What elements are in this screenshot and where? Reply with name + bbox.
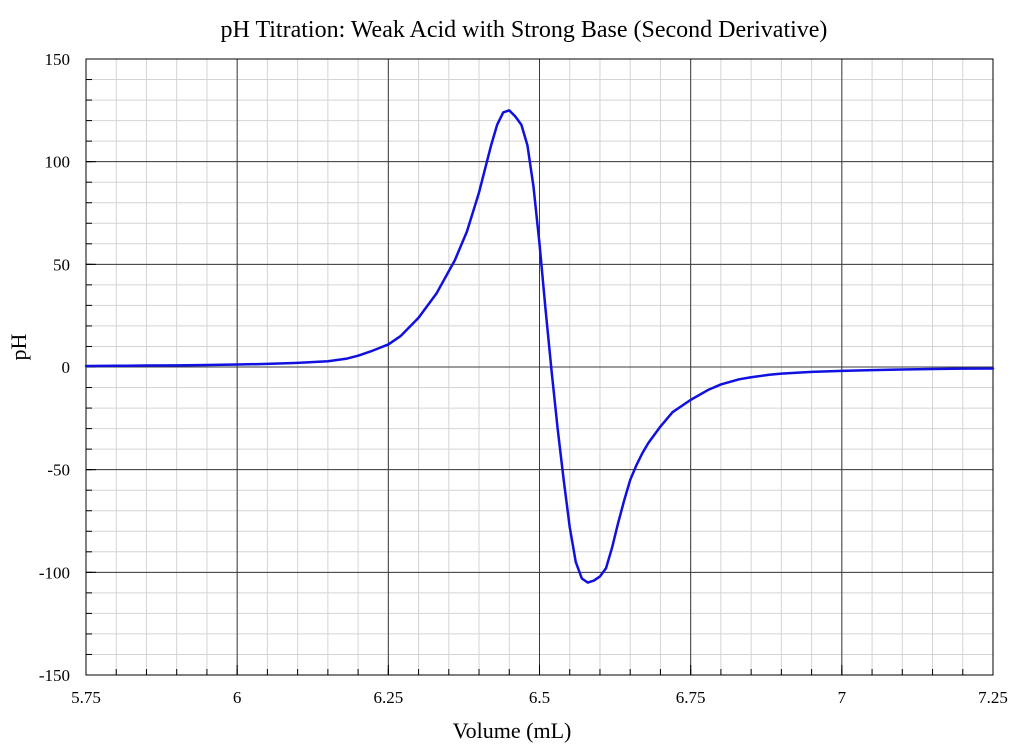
- axis-ticks: [85, 58, 994, 676]
- y-tick-label: -100: [39, 563, 70, 582]
- x-axis-label: Volume (mL): [453, 718, 572, 743]
- major-grid: [85, 58, 994, 676]
- x-tick-label: 6: [233, 688, 242, 707]
- y-tick-label: 150: [45, 50, 71, 69]
- series-line: [84, 109, 995, 584]
- x-tick-label: 6.75: [676, 688, 706, 707]
- y-axis-label: pH: [6, 333, 31, 360]
- y-tick-label: 100: [45, 153, 71, 172]
- x-tick-label: 7: [838, 688, 847, 707]
- y-tick-label: 0: [62, 358, 71, 377]
- y-tick-label: -150: [39, 666, 70, 685]
- y-tick-label: -50: [47, 461, 70, 480]
- chart-title: pH Titration: Weak Acid with Strong Base…: [221, 17, 828, 43]
- y-tick-label: 50: [53, 255, 70, 274]
- x-tick-label: 6.5: [529, 688, 550, 707]
- y-tick-labels: -150 -100 -50 0 50 100 150: [39, 50, 70, 685]
- x-tick-label: 7.25: [978, 688, 1008, 707]
- x-tick-label: 6.25: [373, 688, 403, 707]
- x-tick-labels: 5.75 6 6.25 6.5 6.75 7 7.25: [71, 688, 1008, 707]
- x-tick-label: 5.75: [71, 688, 101, 707]
